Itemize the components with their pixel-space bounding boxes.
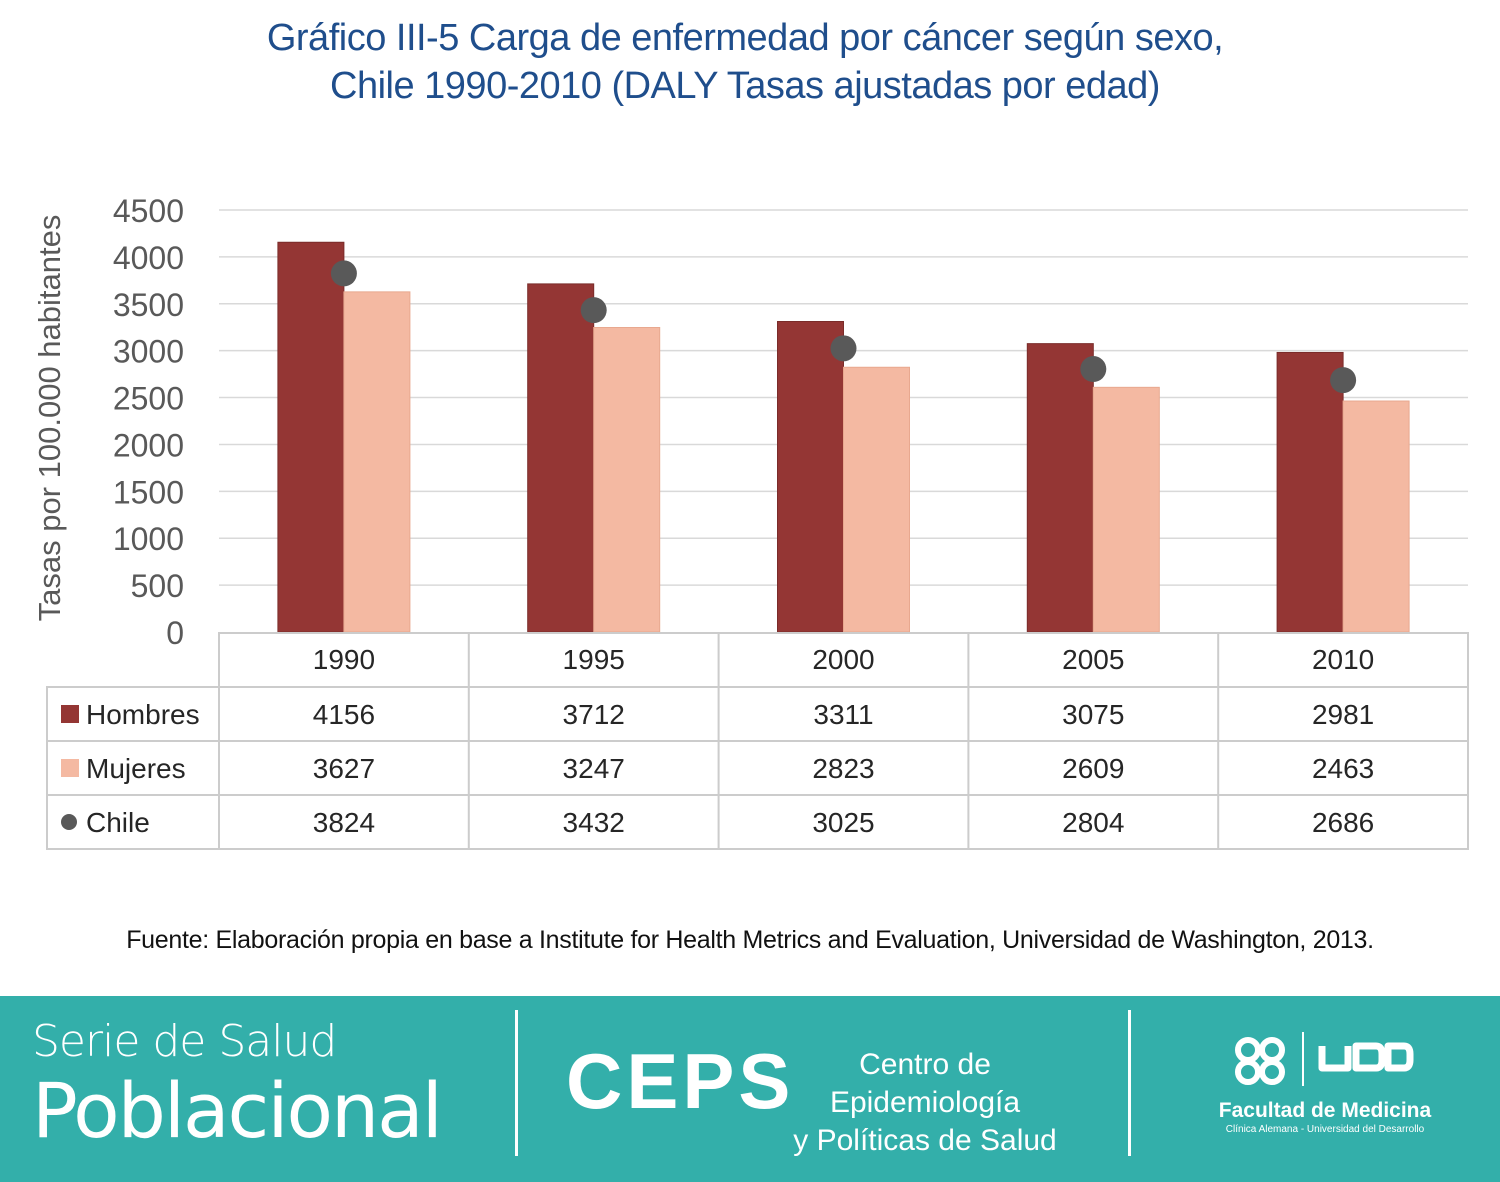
marker-chile xyxy=(1330,367,1357,394)
y-tick-label: 500 xyxy=(131,568,184,604)
bar-hombres xyxy=(527,283,595,633)
bar-mujeres xyxy=(843,366,910,633)
y-tick-label: 1500 xyxy=(113,474,184,510)
x-tick-label: 1995 xyxy=(563,644,625,675)
data-value-chile: 2804 xyxy=(1062,807,1124,838)
footer-banner: Serie de Salud Poblacional CEPS Centro d… xyxy=(0,996,1500,1182)
marker-chile xyxy=(580,297,607,324)
udd-subtitle: Clínica Alemana - Universidad del Desarr… xyxy=(1225,1124,1425,1135)
footer-divider xyxy=(1128,1010,1131,1156)
bar-hombres xyxy=(1026,343,1094,633)
ceps-subtitle-line2: y Políticas de Salud xyxy=(793,1124,1057,1157)
bar-mujeres xyxy=(593,327,661,633)
x-tick-label: 2005 xyxy=(1062,644,1124,675)
data-value-hombres: 4156 xyxy=(313,699,375,730)
legend-label: Hombres xyxy=(86,699,200,730)
udd-faculty: Facultad de Medicina xyxy=(1218,1099,1432,1122)
series-title-line2: Poblacional xyxy=(32,1066,443,1155)
data-value-chile: 3432 xyxy=(563,807,625,838)
data-value-hombres: 3311 xyxy=(813,699,873,730)
ceps-logo: CEPS xyxy=(566,1037,795,1125)
data-value-mujeres: 3627 xyxy=(313,753,375,784)
data-value-hombres: 2981 xyxy=(1312,699,1374,730)
y-axis-label: Tasas por 100.000 habitantes xyxy=(32,215,67,622)
marker-chile xyxy=(1080,356,1107,383)
y-tick-label: 0 xyxy=(166,615,184,651)
data-value-mujeres: 2823 xyxy=(812,753,874,784)
data-value-chile: 3025 xyxy=(812,807,874,838)
data-value-chile: 2686 xyxy=(1312,807,1374,838)
marker-chile xyxy=(330,260,357,287)
bar-mujeres xyxy=(343,291,411,633)
bar-hombres xyxy=(1276,351,1344,633)
y-tick-label: 3500 xyxy=(113,287,184,323)
table-body xyxy=(46,686,1469,850)
legend-key-hombres xyxy=(61,705,79,723)
bar-hombres xyxy=(777,321,844,633)
ceps-subtitle: Centro de Epidemiología y Políticas de S… xyxy=(780,1046,1070,1160)
legend-key-chile xyxy=(61,814,77,830)
data-value-hombres: 3075 xyxy=(1062,699,1124,730)
data-value-chile: 3824 xyxy=(313,807,375,838)
y-tick-label: 4000 xyxy=(113,240,184,276)
legend-label: Mujeres xyxy=(86,753,186,784)
data-value-hombres: 3712 xyxy=(563,699,625,730)
x-tick-label: 1990 xyxy=(313,644,375,675)
marker-chile xyxy=(830,335,857,362)
bar-hombres xyxy=(277,241,345,633)
bar-chart: 0 500 1000 1500 2000 2500 3000 3500 4000 4500 Tasa… xyxy=(32,193,1469,850)
y-tick-label: 2000 xyxy=(113,427,184,463)
data-value-mujeres: 2609 xyxy=(1062,753,1124,784)
ceps-subtitle-line1: Centro de Epidemiología xyxy=(829,1048,1021,1119)
data-value-mujeres: 3247 xyxy=(563,753,625,784)
bar-mujeres xyxy=(1342,400,1410,633)
chart-title: Gráfico III-5 Carga de enfermedad por cá… xyxy=(0,14,1490,110)
y-tick-label: 2500 xyxy=(113,381,184,417)
udd-logo xyxy=(1235,1032,1414,1086)
bar-mujeres xyxy=(1092,386,1160,633)
series-title-line1: Serie de Salud xyxy=(32,1016,337,1067)
data-value-mujeres: 2463 xyxy=(1312,753,1374,784)
x-tick-label: 2000 xyxy=(812,644,874,675)
x-tick-label: 2010 xyxy=(1312,644,1374,675)
legend-key-mujeres xyxy=(61,759,79,777)
chart-title-line2: Chile 1990-2010 (DALY Tasas ajustadas po… xyxy=(330,65,1160,107)
chart-title-line1: Gráfico III-5 Carga de enfermedad por cá… xyxy=(266,17,1224,59)
footer-divider xyxy=(515,1010,518,1156)
source-note: Fuente: Elaboración propia en base a Ins… xyxy=(126,926,1374,954)
y-tick-label: 1000 xyxy=(113,521,184,557)
y-tick-label: 3000 xyxy=(113,334,184,370)
y-tick-label: 4500 xyxy=(113,193,184,229)
legend-label: Chile xyxy=(86,807,150,838)
